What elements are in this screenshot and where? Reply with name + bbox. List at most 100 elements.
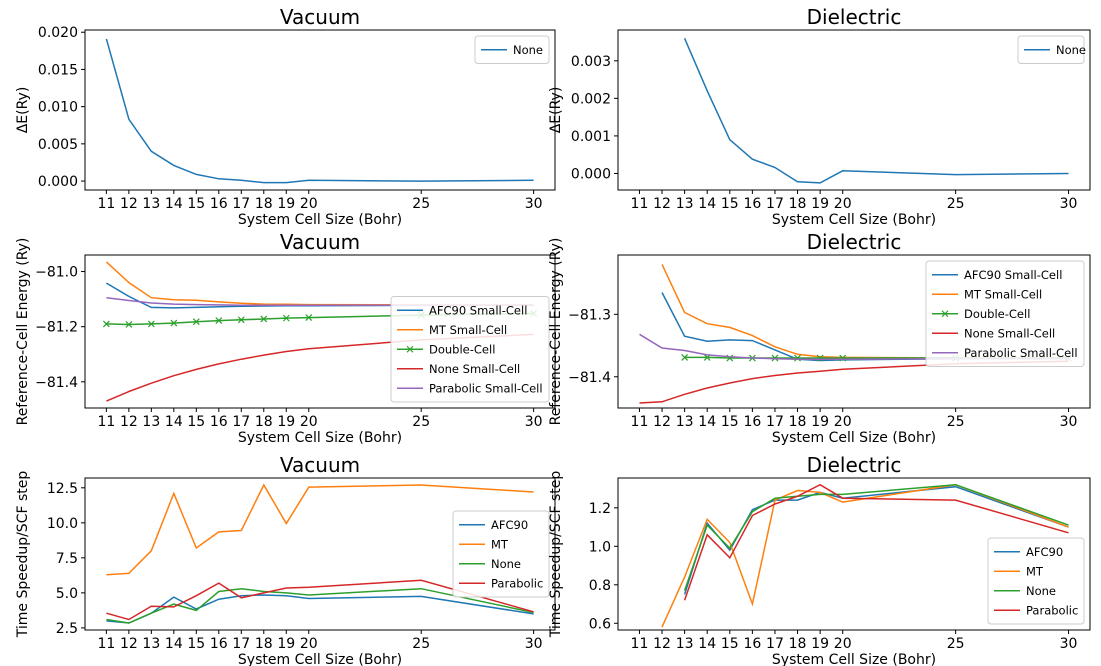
data-point-marker: [260, 315, 268, 323]
x-tick-label: 13: [142, 196, 160, 212]
legend-label: AFC90 Small-Cell: [429, 303, 527, 317]
legend-label: AFC90: [1026, 545, 1063, 559]
legend-box: [452, 510, 550, 598]
x-tick-label: 15: [187, 196, 205, 212]
x-tick-label: 16: [210, 196, 228, 212]
chart-panel-0: Vacuum 11 12 13 14 15 16 17 18 19 20 25 30 0.000 0.005…: [15, 5, 556, 228]
x-tick-label: 20: [834, 636, 852, 652]
y-tick-label: 0.003: [571, 54, 611, 70]
x-tick-label: 16: [210, 414, 228, 430]
x-tick-label: 12: [653, 414, 671, 430]
x-tick-label: 19: [277, 196, 295, 212]
x-tick-label: 18: [255, 414, 273, 430]
x-tick-label: 30: [525, 414, 543, 430]
x-tick-label: 13: [142, 414, 160, 430]
x-tick-label: 19: [277, 414, 295, 430]
legend: AFC90 MT None Parabolic: [987, 537, 1085, 625]
y-tick-label: 0.8: [589, 578, 611, 594]
y-tick-label: −81.4: [568, 370, 611, 386]
x-tick-label: 17: [232, 196, 250, 212]
y-tick-label: 0.000: [38, 174, 78, 190]
plot-frame: [617, 254, 1091, 409]
x-tick-label: 20: [834, 196, 852, 212]
plot-frame: [617, 29, 1091, 191]
legend: None: [1017, 35, 1086, 64]
series-line-parabolic: [106, 579, 534, 621]
x-tick-label: 15: [187, 414, 205, 430]
x-tick-label: 19: [811, 196, 829, 212]
plot-frame: [84, 29, 556, 191]
legend-marker: [941, 310, 949, 318]
chart-panel-5: Dielectric 11 12 13 14 15 16 17 18 19 20 25 30 0.6 0.8…: [548, 453, 1091, 666]
y-axis-label: ΔE(Ry): [548, 87, 564, 134]
x-tick-label: 13: [676, 636, 694, 652]
x-tick-label: 30: [1060, 196, 1078, 212]
x-tick-label: 25: [412, 414, 430, 430]
series-line-parabolic-small-cell: [639, 333, 1069, 361]
legend-label: None: [513, 43, 543, 57]
x-tick-label: 13: [676, 414, 694, 430]
x-tick-label: 17: [766, 636, 784, 652]
x-tick-label: 14: [165, 196, 183, 212]
y-axis-label: ΔE(Ry): [15, 87, 31, 134]
legend-box: [925, 260, 1085, 367]
x-tick-label: 13: [676, 196, 694, 212]
series-line-none-small-cell: [639, 360, 1069, 404]
x-tick-label: 14: [698, 636, 716, 652]
y-tick-label: 12.5: [47, 481, 78, 497]
legend-label: AFC90: [491, 518, 528, 532]
chart-title: Dielectric: [807, 230, 902, 254]
x-tick-label: 15: [721, 414, 739, 430]
legend-label: Parabolic Small-Cell: [429, 381, 543, 395]
x-axis-label: System Cell Size (Bohr): [238, 212, 402, 228]
series-line-none-small-cell: [106, 333, 534, 402]
x-tick-label: 16: [210, 636, 228, 652]
series-line-mt: [661, 483, 1069, 628]
x-tick-label: 18: [789, 414, 807, 430]
x-tick-label: 14: [698, 196, 716, 212]
data-point-marker: [125, 321, 133, 328]
x-tick-label: 18: [255, 636, 273, 652]
x-tick-label: 12: [120, 414, 138, 430]
y-axis-label: Reference-Cell Energy (Ry): [548, 238, 564, 426]
x-tick-label: 20: [300, 636, 318, 652]
x-tick-label: 19: [277, 636, 295, 652]
y-axis-label: Time Speedup/SCF step: [548, 471, 564, 639]
x-tick-label: 11: [97, 636, 115, 652]
legend-label: Parabolic Small-Cell: [964, 346, 1078, 360]
y-tick-label: 0.002: [571, 91, 611, 107]
x-tick-label: 15: [187, 636, 205, 652]
y-tick-label: −81.3: [568, 307, 611, 323]
series-line-none: [683, 38, 1069, 184]
plot-frame: [617, 477, 1091, 631]
legend-label: MT: [1026, 564, 1044, 578]
y-tick-label: −81.4: [35, 375, 78, 391]
series-line-parabolic: [683, 483, 1069, 601]
legend-label: Double-Cell: [964, 307, 1030, 321]
x-tick-label: 16: [743, 636, 761, 652]
y-tick-label: −81.0: [35, 265, 78, 281]
x-axis-label: System Cell Size (Bohr): [238, 430, 402, 446]
series-line-none: [683, 483, 1069, 591]
legend: AFC90 Small-Cell MT Small-Cell Double-Cell…: [390, 296, 550, 403]
y-tick-label: 10.0: [47, 516, 78, 532]
y-tick-label: 0.020: [38, 25, 78, 41]
x-tick-label: 25: [947, 636, 965, 652]
x-tick-label: 19: [811, 636, 829, 652]
data-point-marker: [215, 317, 223, 325]
x-axis-label: System Cell Size (Bohr): [772, 212, 936, 228]
y-tick-label: 0.001: [571, 129, 611, 145]
data-point-marker: [192, 318, 200, 326]
chart-title: Dielectric: [807, 5, 902, 29]
chart-title: Vacuum: [280, 230, 360, 254]
x-tick-label: 30: [525, 636, 543, 652]
data-point-marker: [305, 314, 313, 322]
legend-label: Double-Cell: [429, 342, 495, 356]
series-line-double-cell: [106, 312, 534, 326]
x-tick-label: 18: [255, 196, 273, 212]
legend: AFC90 Small-Cell MT Small-Cell Double-Cell…: [925, 260, 1085, 367]
x-tick-label: 12: [120, 196, 138, 212]
x-tick-label: 25: [412, 636, 430, 652]
y-tick-label: 0.005: [38, 137, 78, 153]
legend-label: None: [491, 557, 521, 571]
